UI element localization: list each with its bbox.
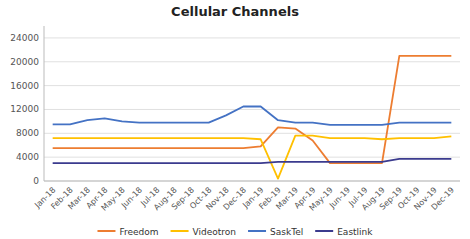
legend-item: SaskTel (248, 227, 303, 237)
y-tick-label: 20000 (10, 57, 39, 67)
legend-swatch (248, 230, 266, 232)
y-tick-label: 12000 (10, 104, 39, 114)
grid-line (44, 181, 460, 182)
series-line (53, 106, 452, 124)
y-tick-label: 8000 (16, 128, 39, 138)
y-tick-label: 0 (33, 176, 39, 186)
grid-line (44, 157, 460, 158)
legend-swatch (97, 230, 115, 232)
legend-item: Freedom (97, 227, 158, 237)
legend-item: Eastlink (315, 227, 373, 237)
x-tick-label: May-19 (308, 185, 335, 212)
legend: Freedom Videotron SaskTel Eastlink (97, 227, 373, 237)
legend-label: SaskTel (270, 227, 303, 237)
grid-line (44, 109, 460, 110)
series-line (53, 56, 452, 163)
y-tick-label: 4000 (16, 152, 39, 162)
y-tick-label: 24000 (10, 33, 39, 43)
legend-label: Videotron (193, 227, 236, 237)
y-tick-label: 16000 (10, 81, 39, 91)
grid-line (44, 85, 460, 86)
grid (44, 38, 460, 181)
legend-item: Videotron (171, 227, 236, 237)
x-tick-label: Jun-19 (327, 185, 352, 210)
grid-line (44, 133, 460, 134)
legend-label: Freedom (119, 227, 158, 237)
legend-label: Eastlink (337, 227, 373, 237)
legend-swatch (315, 230, 333, 232)
title: Cellular Channels (171, 4, 299, 19)
chart: Cellular Channels 0 4000 8000 12000 16000 2000… (0, 0, 470, 239)
x-tick-label: Jun-18 (119, 185, 144, 210)
y-axis (44, 26, 45, 181)
x-tick-label: Dec-19 (430, 185, 457, 212)
x-axis (44, 181, 460, 182)
series-line (53, 136, 452, 179)
series-line (53, 159, 452, 163)
legend-swatch (171, 230, 189, 232)
lines (53, 56, 452, 179)
x-tick-label: May-18 (100, 185, 127, 212)
x-tick-label: Dec-18 (222, 185, 249, 212)
grid-line (44, 37, 460, 38)
